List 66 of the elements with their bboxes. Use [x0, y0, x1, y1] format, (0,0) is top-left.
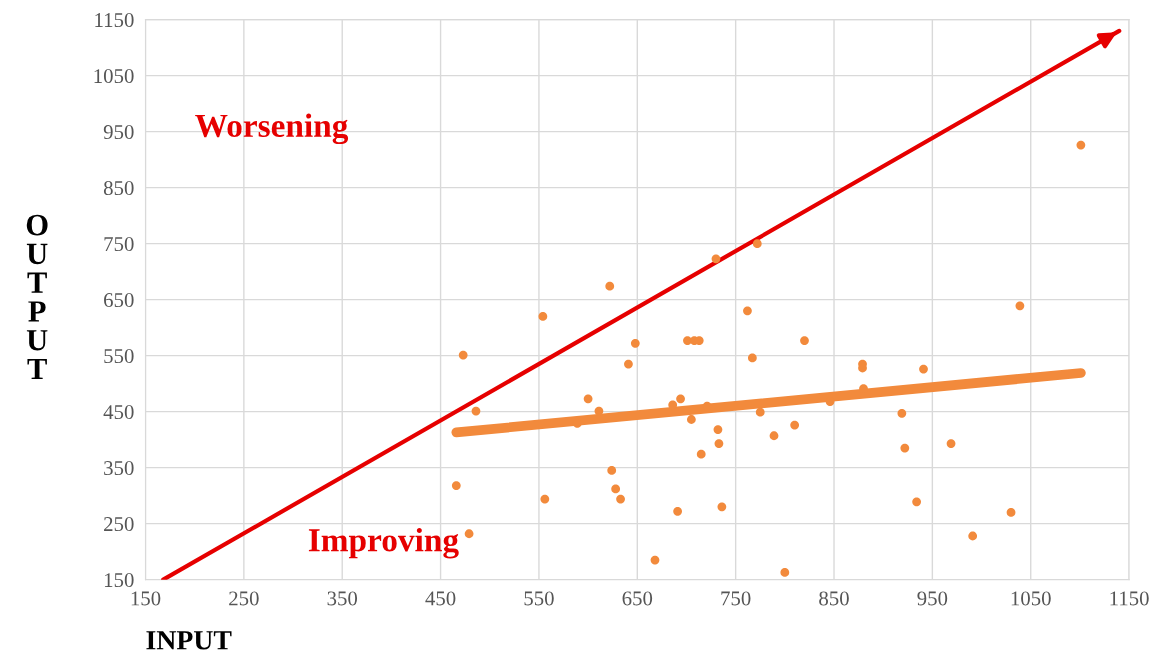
point	[696, 449, 706, 459]
x-tick-label: 150	[131, 591, 161, 606]
y-tick-label: 150	[104, 573, 134, 588]
point	[711, 254, 721, 264]
x-axis-title: INPUT	[146, 631, 232, 650]
point	[755, 407, 765, 417]
point	[747, 353, 757, 363]
y-tick-label: 350	[104, 461, 134, 476]
point	[624, 359, 633, 369]
point	[1076, 140, 1086, 150]
x-tick-label: 550	[524, 591, 554, 606]
point	[1015, 301, 1025, 311]
point	[900, 443, 910, 453]
point	[919, 364, 928, 374]
point	[540, 494, 550, 504]
x-tick-label: 850	[819, 591, 849, 606]
point	[605, 281, 615, 291]
point	[946, 439, 956, 448]
x-tick-label: 950	[917, 591, 948, 606]
y-tick-label: 850	[103, 181, 134, 196]
x-tick-label: 250	[229, 591, 259, 606]
annotation: Improving	[308, 528, 459, 559]
y-tick-label: 450	[103, 405, 134, 420]
point	[583, 394, 593, 404]
point	[769, 431, 779, 441]
point	[687, 415, 696, 424]
point	[471, 406, 481, 416]
x-tick-label: 1050	[1011, 591, 1051, 606]
point	[912, 497, 922, 507]
point	[800, 336, 809, 345]
point	[1006, 508, 1016, 517]
point	[451, 481, 461, 490]
point	[780, 568, 790, 577]
annotation: Worsening	[195, 113, 349, 145]
y-tick-label: 550	[104, 349, 134, 364]
x-tick-label: 650	[622, 591, 653, 606]
point	[611, 484, 621, 494]
point	[968, 531, 978, 541]
y-tick-label: 650	[104, 293, 134, 308]
y-tick-label: 1050	[94, 69, 134, 84]
point	[630, 338, 640, 348]
x-tick-label: 450	[425, 591, 456, 606]
point	[538, 312, 548, 321]
point	[458, 350, 468, 360]
y-tick-label: 1150	[95, 13, 134, 28]
y-tick-label: 250	[104, 517, 134, 532]
y-axis-title: OUTPUT	[26, 214, 48, 379]
x-tick-label: 1150	[1110, 591, 1149, 606]
point	[790, 420, 800, 430]
point	[616, 494, 625, 504]
point	[714, 439, 724, 448]
y-tick-label: 750	[104, 237, 134, 252]
x-tick-label: 350	[327, 591, 358, 606]
point	[752, 239, 762, 249]
x-tick-label: 750	[721, 591, 751, 606]
point	[673, 506, 683, 516]
point	[594, 406, 604, 416]
point	[650, 555, 660, 565]
point	[743, 306, 752, 316]
point	[607, 466, 617, 475]
y-tick-label: 950	[103, 125, 134, 140]
point	[717, 502, 727, 512]
point	[464, 529, 474, 539]
point	[676, 394, 685, 404]
point	[897, 408, 907, 418]
point	[713, 425, 723, 434]
